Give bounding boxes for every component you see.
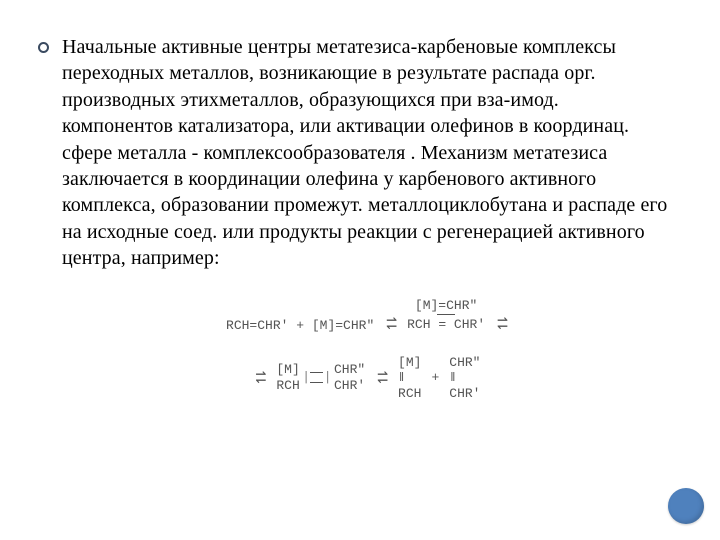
double-bond-v-icon: ǁ bbox=[449, 371, 455, 385]
double-bond-v-icon: ǁ bbox=[398, 371, 404, 385]
p1-bot: RCH bbox=[398, 385, 421, 402]
p2-bot: CHR′ bbox=[449, 385, 480, 402]
plus-sign: + bbox=[431, 371, 439, 384]
product-1: [M] ǁ RCH bbox=[398, 354, 421, 402]
ring-tr: CHR″ bbox=[334, 362, 365, 378]
ring-tl: [M] bbox=[276, 362, 299, 378]
coordinated-complex: [M]=CHR″ RCH = CHR′ bbox=[407, 298, 485, 332]
coord-bond-icon bbox=[437, 314, 455, 315]
reaction-scheme: RCH=CHR′ + [M]=CHR″ ⇀↽ [M]=CHR″ RCH = CH… bbox=[62, 298, 672, 402]
p2-top: CHR″ bbox=[449, 354, 480, 371]
reactant-1: RCH=CHR′ + [M]=CHR″ bbox=[226, 319, 374, 332]
equilibrium-arrows-icon: ⇀↽ bbox=[254, 370, 267, 386]
bullet-marker bbox=[38, 42, 49, 53]
complex-top: [M]=CHR″ bbox=[415, 298, 477, 313]
reaction-row-1: RCH=CHR′ + [M]=CHR″ ⇀↽ [M]=CHR″ RCH = CH… bbox=[62, 298, 672, 332]
vbond-right-icon: │ bbox=[323, 375, 332, 381]
slide-indicator-icon bbox=[668, 488, 704, 524]
slide: Начальные активные центры метатезиса-кар… bbox=[0, 0, 720, 540]
product-2: CHR″ ǁ CHR′ bbox=[449, 354, 480, 402]
ring-bl: RCH bbox=[276, 378, 299, 394]
metallacyclobutane: [M] RCH │ │ CHR″ CHR′ bbox=[276, 362, 365, 394]
ring-br: CHR′ bbox=[334, 378, 365, 394]
equilibrium-arrows-icon: ⇀↽ bbox=[495, 316, 508, 332]
complex-bottom: RCH = CHR′ bbox=[407, 317, 485, 332]
body-paragraph: Начальные активные центры метатезиса-кар… bbox=[62, 34, 672, 272]
equilibrium-arrows-icon: ⇀↽ bbox=[384, 316, 397, 332]
reaction-row-2: ⇀↽ [M] RCH │ │ CHR″ CHR′ ⇀↽ [M] bbox=[62, 354, 672, 402]
equilibrium-arrows-icon: ⇀↽ bbox=[375, 370, 388, 386]
p1-top: [M] bbox=[398, 354, 421, 371]
ring-bonds-icon bbox=[310, 372, 323, 383]
vbond-left-icon: │ bbox=[302, 375, 311, 381]
